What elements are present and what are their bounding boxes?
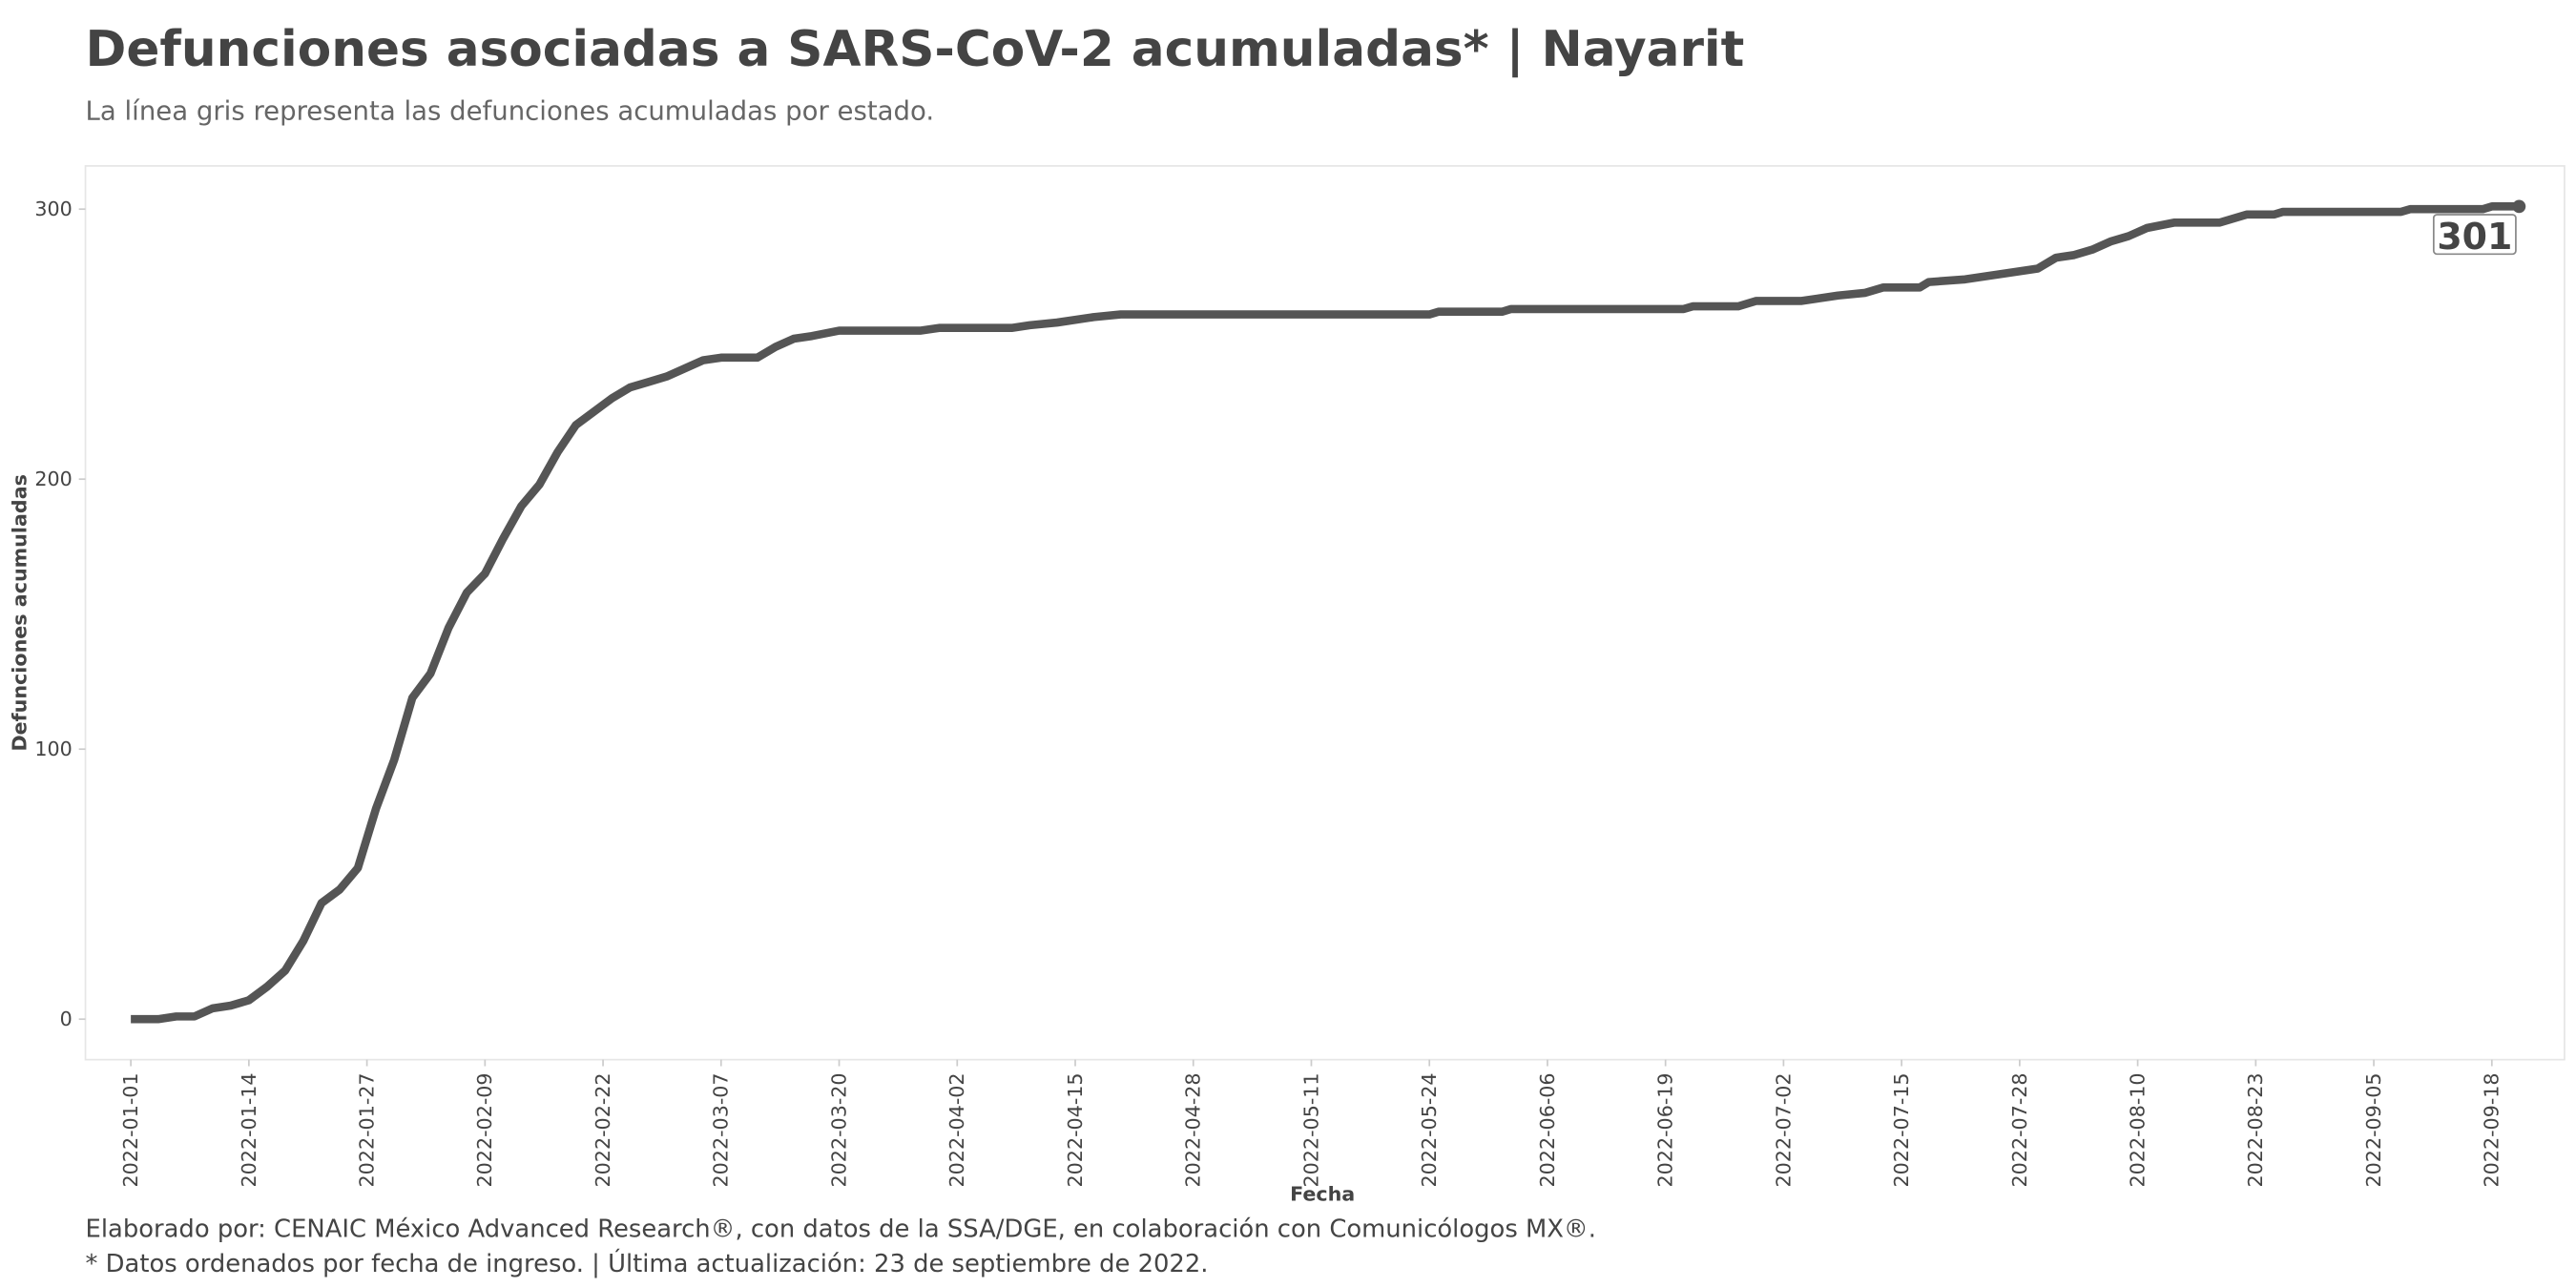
x-tick-label: 2022-04-15 [1064,1072,1087,1187]
plot-area [84,165,2566,1061]
x-tick-label: 2022-09-05 [2362,1072,2385,1187]
chart-title: Defunciones asociadas a SARS-CoV-2 acumu… [86,21,1745,78]
x-tick-label: 2022-07-15 [1890,1072,1913,1187]
x-tick-label: 2022-02-22 [592,1072,614,1187]
line [131,202,2520,1024]
end-point [2512,199,2526,214]
y-tick-label: 200 [34,467,72,490]
x-tick-label: 2022-03-07 [710,1072,733,1187]
y-tick-label: 300 [34,197,72,220]
footer-line: * Datos ordenados por fecha de ingreso. … [86,1248,1209,1278]
footer-line: Elaborado por: CENAIC México Advanced Re… [86,1215,1596,1244]
y-axis-label: Defunciones acumuladas [9,474,31,751]
x-tick-label: 2022-06-19 [1654,1072,1677,1187]
x-tick-label: 2022-07-02 [1772,1072,1795,1187]
x-tick-label: 2022-04-02 [945,1072,968,1187]
x-tick-label: 2022-01-01 [119,1072,142,1187]
end-label-box [2432,214,2517,256]
y-tick-label: 0 [60,1008,73,1030]
x-tick-label: 2022-03-20 [827,1072,850,1187]
x-tick-label: 2022-04-28 [1182,1072,1205,1187]
end-label: 301 [2437,216,2512,258]
x-tick-label: 2022-02-09 [473,1072,496,1187]
x-axis-label: Fecha [1290,1183,1355,1206]
x-tick-label: 2022-06-06 [1536,1072,1559,1187]
x-tick-label: 2022-01-27 [355,1072,378,1187]
x-tick-label: 2022-01-14 [238,1072,260,1187]
x-tick-label: 2022-08-23 [2244,1072,2267,1187]
x-tick-label: 2022-07-28 [2008,1072,2031,1187]
y-tick-label: 100 [34,737,72,760]
chart-subtitle: La línea gris representa las defunciones… [86,96,935,127]
x-tick-label: 2022-08-10 [2126,1072,2149,1187]
x-tick-label: 2022-05-11 [1299,1072,1322,1187]
x-tick-label: 2022-05-24 [1418,1072,1441,1187]
x-tick-label: 2022-09-18 [2481,1072,2503,1187]
